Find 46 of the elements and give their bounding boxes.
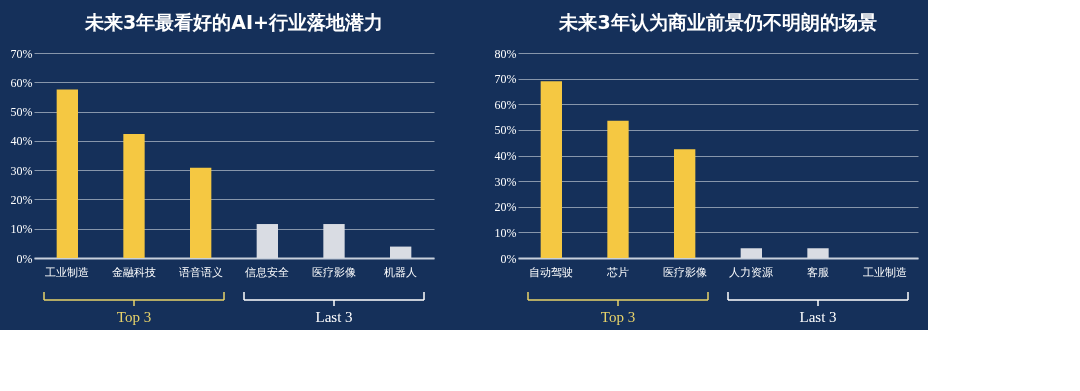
chart-title: 未来3年最看好的AI+行业落地潜力 bbox=[84, 11, 383, 33]
y-tick-label: 60% bbox=[10, 75, 33, 90]
y-tick-label: 30% bbox=[494, 174, 517, 189]
text: Last 3 bbox=[315, 309, 353, 325]
y-tick-label: 70% bbox=[494, 72, 517, 87]
x-tick-label: 机器人 bbox=[384, 265, 418, 279]
y-tick-label: 40% bbox=[494, 149, 517, 163]
bar bbox=[740, 248, 762, 258]
bar bbox=[390, 246, 412, 258]
text: Top 3 bbox=[116, 309, 152, 325]
y-tick-label: 20% bbox=[10, 192, 33, 207]
bar bbox=[123, 134, 145, 258]
y-tick-label: 30% bbox=[10, 163, 33, 178]
x-tick-label: 芯片 bbox=[606, 265, 629, 279]
y-tick-label: 0% bbox=[16, 251, 33, 266]
y-tick-label: 80% bbox=[494, 46, 517, 61]
y-tick-label: 40% bbox=[10, 134, 33, 149]
x-tick-label: 工业制造 bbox=[45, 265, 90, 279]
bar bbox=[190, 167, 212, 258]
x-tick-label: 工业制造 bbox=[862, 265, 907, 279]
x-tick-label: 医疗影像 bbox=[662, 265, 707, 279]
x-tick-label: 人力资源 bbox=[729, 265, 774, 279]
x-tick-label: 语音语义 bbox=[178, 265, 223, 279]
bar bbox=[674, 149, 696, 258]
bar bbox=[807, 248, 829, 258]
y-tick-label: 10% bbox=[494, 225, 517, 240]
y-tick-label: 70% bbox=[10, 46, 33, 61]
y-tick-label: 60% bbox=[494, 97, 517, 112]
x-tick-label: 医疗影像 bbox=[312, 265, 356, 279]
bar bbox=[256, 224, 278, 258]
bar bbox=[323, 224, 345, 258]
bar bbox=[540, 81, 562, 258]
x-tick-label: 信息安全 bbox=[245, 265, 290, 279]
bar bbox=[607, 120, 629, 258]
y-tick-label: 20% bbox=[494, 200, 517, 215]
y-tick-label: 0% bbox=[500, 251, 517, 266]
chart-title: 未来3年认为商业前景仍不明朗的场景 bbox=[558, 11, 877, 33]
y-tick-label: 50% bbox=[494, 123, 517, 138]
x-tick-label: 金融科技 bbox=[112, 265, 156, 279]
x-tick-label: 客服 bbox=[807, 265, 829, 279]
y-tick-label: 10% bbox=[10, 222, 33, 237]
y-tick-label: 50% bbox=[10, 105, 33, 120]
x-tick-label: 自动驾驶 bbox=[529, 265, 574, 279]
bar bbox=[56, 89, 78, 258]
text: Last 3 bbox=[799, 309, 837, 325]
text: Top 3 bbox=[600, 309, 636, 325]
